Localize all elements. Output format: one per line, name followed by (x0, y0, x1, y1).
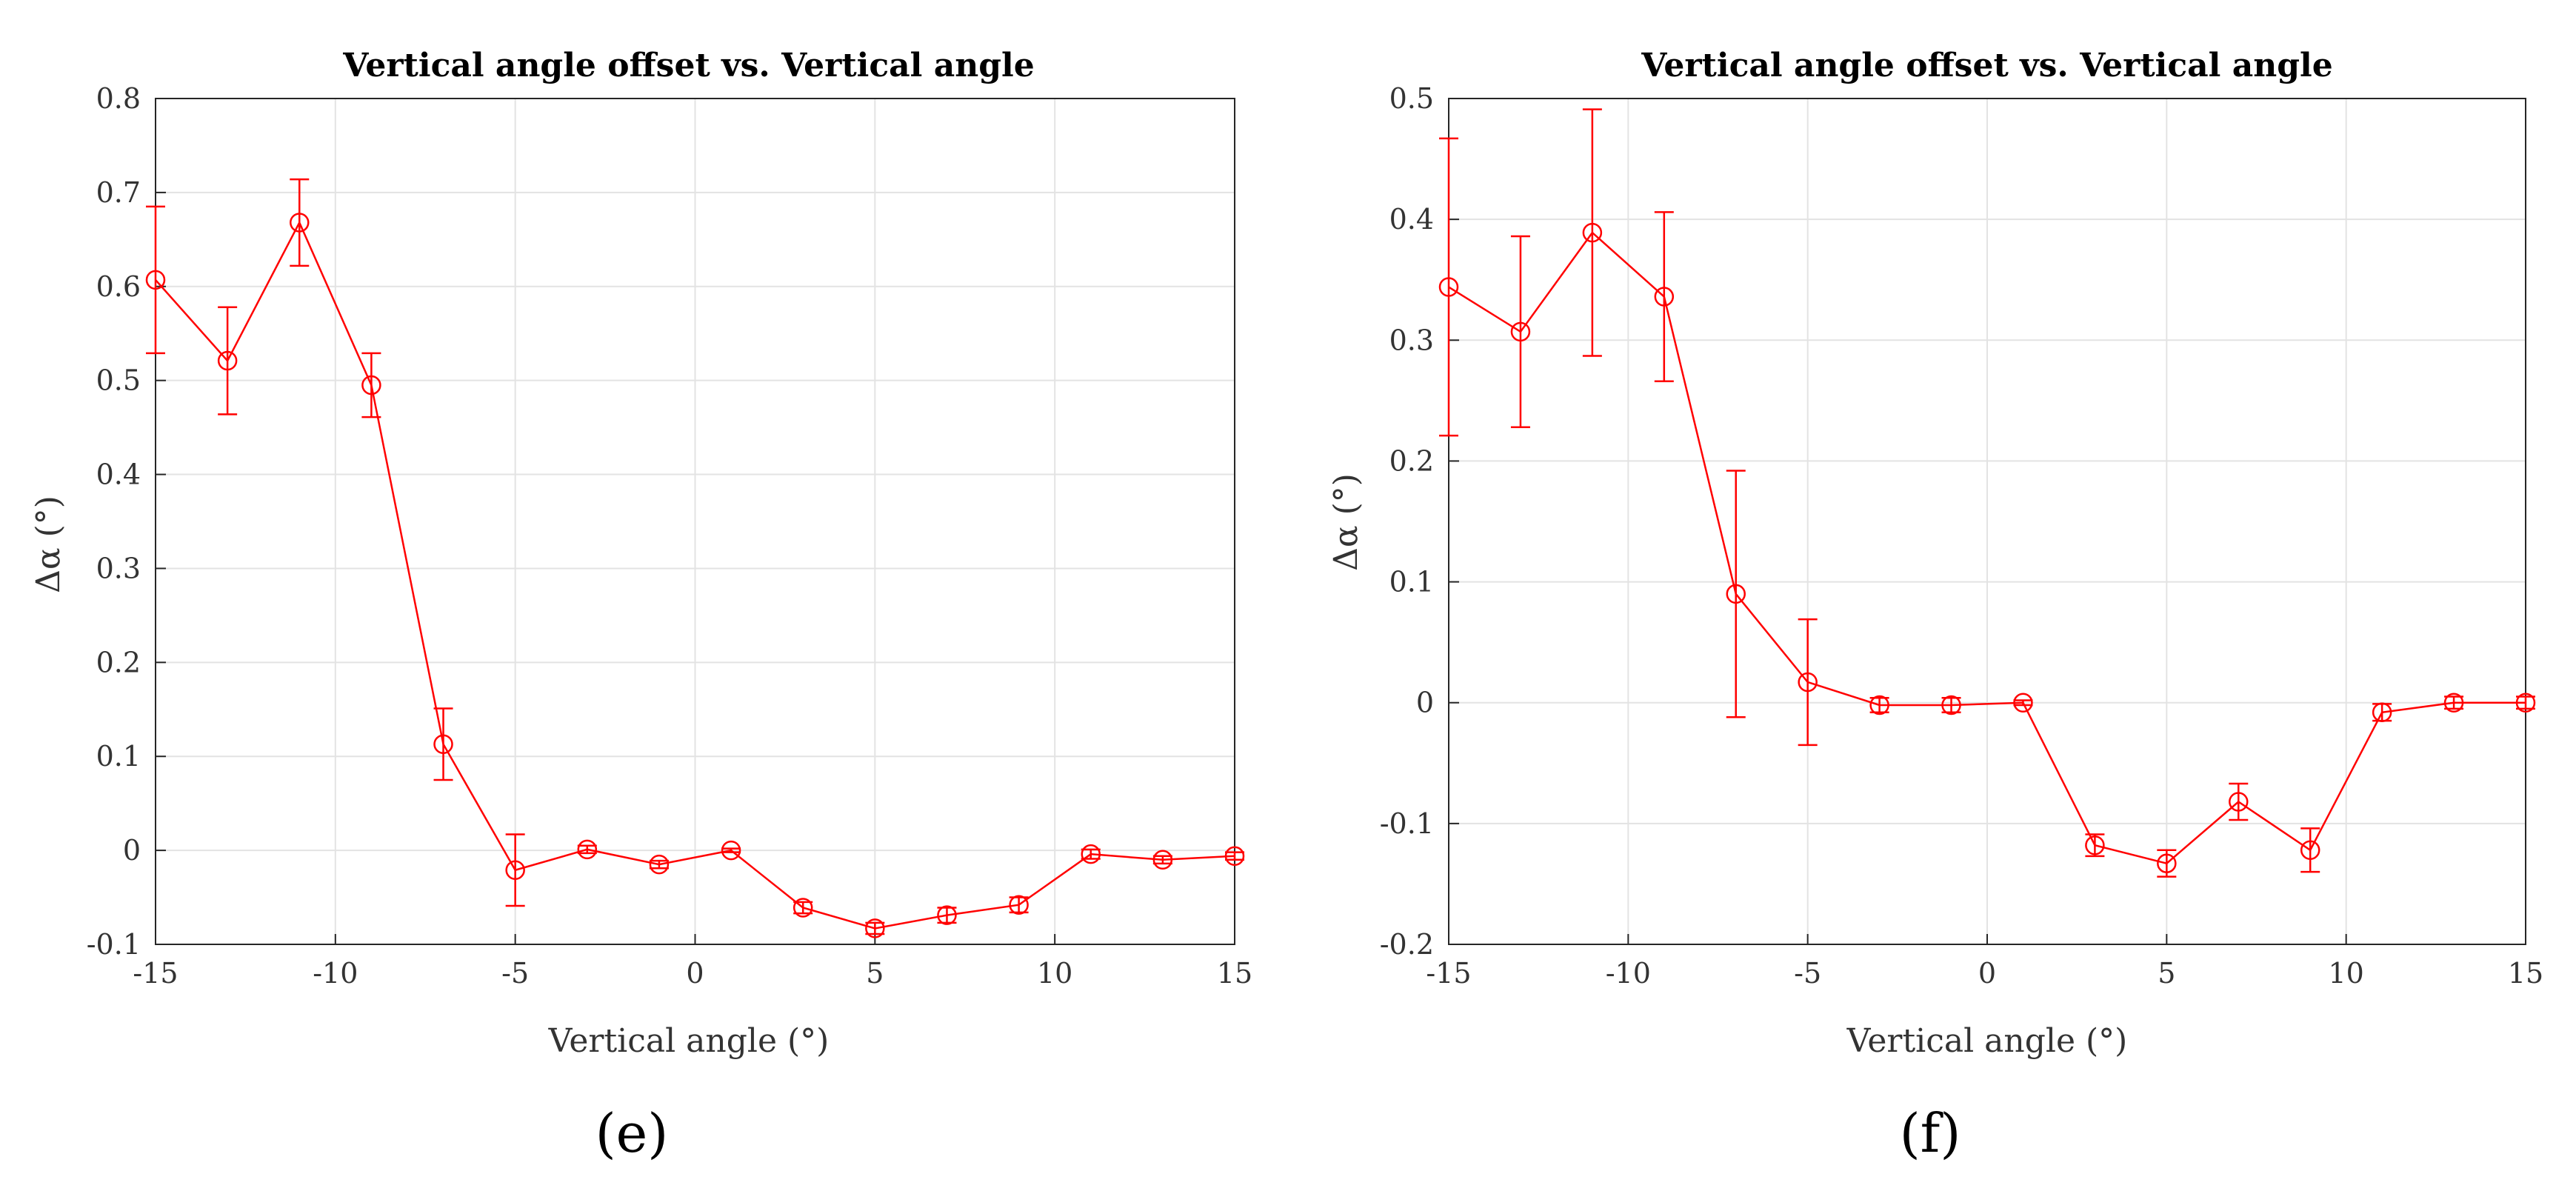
chart-title: Vertical angle offset vs. Vertical angle (1641, 47, 2332, 84)
y-tick-label: 0.5 (96, 364, 141, 397)
panel-label: (f) (1900, 1102, 1961, 1164)
data-point (1152, 850, 1173, 870)
x-tick-label: 15 (1217, 957, 1252, 990)
y-tick-label: 0.5 (1389, 82, 1434, 115)
chart-panel-e: Vertical angle offset vs. Vertical angle… (30, 47, 1252, 1164)
data-point (505, 860, 525, 881)
data-point (361, 375, 381, 396)
y-axis-label: Δα (°) (1327, 473, 1365, 571)
x-axis-label: Vertical angle (°) (1846, 1022, 2128, 1060)
data-point (433, 734, 453, 754)
x-tick-label: -10 (1606, 957, 1651, 990)
y-tick-label: 0.3 (96, 552, 141, 584)
data-point (1726, 584, 1746, 604)
y-tick-label: 0.2 (1389, 444, 1434, 477)
y-tick-label: 0.8 (96, 82, 141, 115)
y-tick-label: -0.1 (87, 928, 141, 961)
data-point (2229, 792, 2249, 812)
data-point (1510, 321, 1531, 342)
data-point (2372, 702, 2392, 723)
x-tick-label: -15 (1426, 957, 1471, 990)
y-tick-label: 0.2 (96, 646, 141, 678)
chart-panel-f: Vertical angle offset vs. Vertical angle… (1327, 47, 2543, 1164)
data-point (1941, 695, 1961, 715)
x-tick-label: 0 (686, 957, 704, 990)
chart-title: Vertical angle offset vs. Vertical angle (342, 47, 1034, 84)
grid (1448, 98, 2526, 945)
data-point (1009, 895, 1029, 915)
data-point (1798, 672, 1818, 693)
y-axis-label: Δα (°) (30, 496, 67, 593)
x-tick-label: 5 (866, 957, 884, 990)
data-point (145, 270, 166, 290)
data-point (217, 350, 238, 371)
data-point (1081, 844, 1101, 864)
data-point (1224, 846, 1245, 866)
y-tick-label: 0.1 (1389, 566, 1434, 598)
x-axis-label: Vertical angle (°) (548, 1022, 830, 1060)
data-point (1582, 222, 1603, 243)
data-point (1869, 695, 1889, 715)
x-tick-label: -10 (313, 957, 358, 990)
data-point (1654, 287, 1675, 307)
x-tick-label: 10 (1037, 957, 1072, 990)
x-tick-label: 0 (1978, 957, 1996, 990)
y-tick-label: 0.7 (96, 176, 141, 209)
data-points (145, 213, 1245, 938)
panel-label: (e) (595, 1102, 669, 1164)
y-tick-label: 0.1 (96, 740, 141, 773)
data-point (2157, 853, 2177, 873)
y-tick-label: 0.4 (1389, 203, 1434, 236)
y-tick-label: 0.4 (96, 458, 141, 491)
series-line (155, 220, 1235, 930)
data-point (865, 918, 885, 938)
y-tick-label: 0 (123, 834, 141, 867)
x-tick-label: 15 (2508, 957, 2543, 990)
x-tick-label: -5 (501, 957, 529, 990)
data-point (937, 905, 957, 925)
data-point (2300, 840, 2320, 860)
x-tick-label: 10 (2328, 957, 2363, 990)
series-line (1448, 231, 2526, 865)
grid (155, 98, 1235, 945)
data-points (1438, 222, 2536, 873)
x-tick-label: -15 (133, 957, 178, 990)
y-tick-label: 0 (1416, 687, 1434, 719)
y-tick-label: -0.2 (1380, 928, 1434, 961)
data-point (793, 898, 813, 918)
data-point (2013, 693, 2033, 713)
data-point (2085, 835, 2105, 855)
x-tick-label: -5 (1794, 957, 1821, 990)
y-tick-label: 0.3 (1389, 324, 1434, 356)
data-point (577, 839, 598, 860)
data-point (2443, 693, 2464, 713)
data-point (721, 840, 741, 861)
data-point (2515, 693, 2536, 713)
y-tick-label: -0.1 (1380, 807, 1434, 840)
x-tick-label: 5 (2158, 957, 2175, 990)
data-point (1438, 277, 1459, 297)
data-point (290, 213, 310, 233)
data-point (649, 854, 670, 875)
y-tick-label: 0.6 (96, 270, 141, 303)
